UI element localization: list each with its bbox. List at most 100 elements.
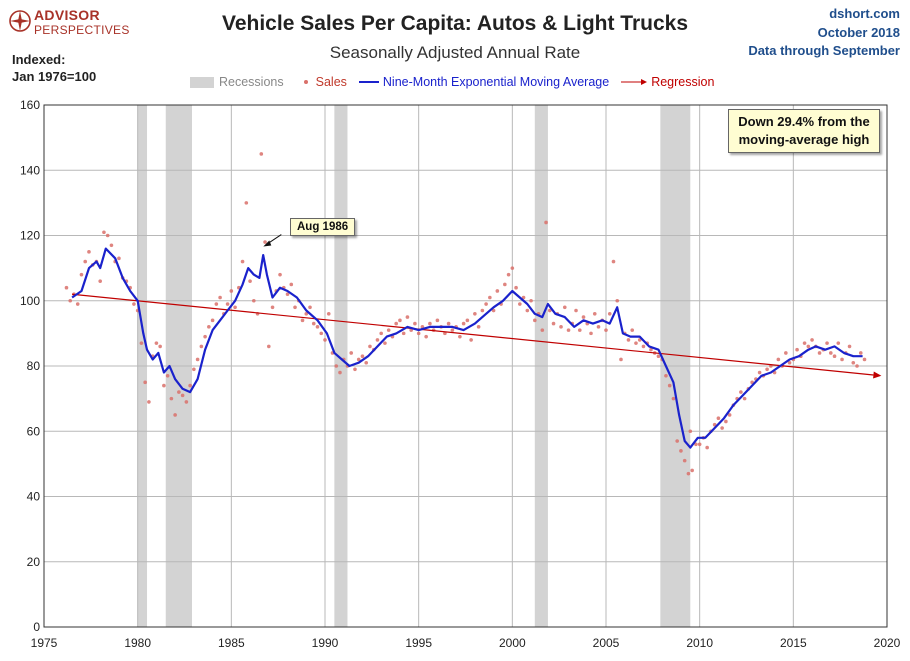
sales-point [832, 354, 837, 359]
sales-point [64, 285, 69, 290]
sales-point [802, 341, 807, 345]
sales-point [630, 328, 635, 332]
x-tick-label: 2020 [874, 636, 901, 650]
sales-point [634, 341, 638, 345]
sales-point [98, 279, 102, 283]
y-tick-label: 20 [27, 555, 41, 569]
sales-point [458, 334, 462, 339]
x-tick-label: 1975 [31, 636, 58, 650]
sales-point [656, 354, 661, 359]
sales-point [476, 325, 481, 329]
sales-point [469, 338, 473, 342]
y-tick-label: 60 [27, 424, 41, 438]
sales-point [682, 458, 687, 463]
sales-point [858, 351, 863, 355]
sales-point [525, 308, 530, 313]
x-tick-label: 1980 [124, 636, 151, 650]
y-tick-label: 100 [20, 294, 40, 308]
x-tick-labels: 1975 1980 1985 1990 1995 2000 2005 2010 2015 2020 [31, 636, 901, 650]
sales-point [705, 445, 709, 450]
sales-point [607, 312, 612, 316]
sales-point [252, 298, 256, 303]
sales-point [461, 321, 466, 326]
sales-point [199, 344, 204, 349]
sales-point [641, 344, 646, 349]
x-tick-label: 2005 [593, 636, 620, 650]
x-tick-label: 1995 [405, 636, 432, 650]
sales-point [334, 364, 339, 368]
sales-point [360, 354, 365, 359]
sales-point [716, 416, 721, 421]
sales-point [289, 282, 294, 287]
sales-point [188, 383, 192, 388]
aug-1986-label: Aug 1986 [290, 218, 356, 236]
sales-point [562, 305, 567, 310]
sales-point [368, 344, 372, 349]
aug-arrowhead [263, 240, 272, 247]
sales-point [491, 308, 496, 313]
sales-point [619, 357, 623, 362]
sales-point [79, 272, 84, 277]
sales-point [229, 289, 234, 293]
sales-point [162, 383, 166, 388]
sales-point [518, 302, 522, 306]
sales-point [506, 272, 511, 277]
sales-point [244, 201, 249, 205]
legend-ema-label: Nine-Month Exponential Moving Average [382, 75, 610, 89]
sales-point [398, 318, 402, 323]
logo-text-perspectives: PERSPECTIVES [34, 23, 130, 37]
sales-point [679, 449, 683, 453]
sales-point [195, 357, 200, 362]
sales-point [757, 370, 762, 375]
sales-point [180, 393, 185, 398]
sales-point [165, 373, 170, 378]
sales-point [484, 302, 488, 306]
legend-recessions-label: Recessions [219, 75, 284, 89]
legend-sales-label: Sales [315, 75, 347, 89]
sales-point [154, 341, 159, 345]
sales-point [225, 302, 230, 306]
sales-point [686, 471, 691, 476]
sales-point [675, 439, 679, 443]
index-label: Indexed: [12, 52, 66, 67]
sales-point [177, 390, 181, 394]
drawdown-callout: Down 29.4% from the moving-average high [728, 109, 880, 153]
sales-point [169, 396, 174, 401]
chart-title: Vehicle Sales Per Capita: Autos & Light … [221, 12, 689, 35]
sales-point [446, 321, 451, 326]
y-tick-label: 80 [27, 359, 41, 373]
sales-point [203, 334, 207, 339]
sales-point [143, 380, 147, 385]
sales-point [514, 285, 518, 290]
sales-point [349, 351, 354, 355]
sales-point [787, 360, 792, 365]
sales-point [465, 318, 470, 323]
sales-point [724, 419, 728, 424]
regression-trend-line [72, 293, 874, 376]
sales-point [259, 152, 264, 156]
sales-point [795, 347, 799, 352]
sales-point [488, 295, 492, 300]
sales-point [697, 442, 702, 447]
sales-point [503, 282, 507, 287]
sales-point [533, 318, 537, 323]
sales-point [664, 373, 668, 378]
compass-logo-icon [9, 10, 31, 32]
legend: Recessions Sales Nine-Month Exponential … [190, 74, 726, 90]
sales-point [529, 298, 533, 303]
sales-point [278, 272, 282, 277]
sales-point [75, 302, 80, 306]
sales-point [840, 357, 844, 362]
x-tick-label: 1990 [312, 636, 339, 650]
sales-point [727, 413, 732, 417]
sales-point [559, 325, 563, 329]
sales-point [473, 312, 477, 316]
x-tick-label: 2010 [686, 636, 713, 650]
sales-point [424, 334, 428, 339]
source-data-through: Data through September [748, 43, 900, 58]
sales-point [694, 442, 698, 447]
legend-regression-label: Regression [651, 75, 715, 89]
sales-point [184, 400, 189, 404]
sales-point [147, 400, 151, 404]
sales-point [240, 259, 245, 264]
